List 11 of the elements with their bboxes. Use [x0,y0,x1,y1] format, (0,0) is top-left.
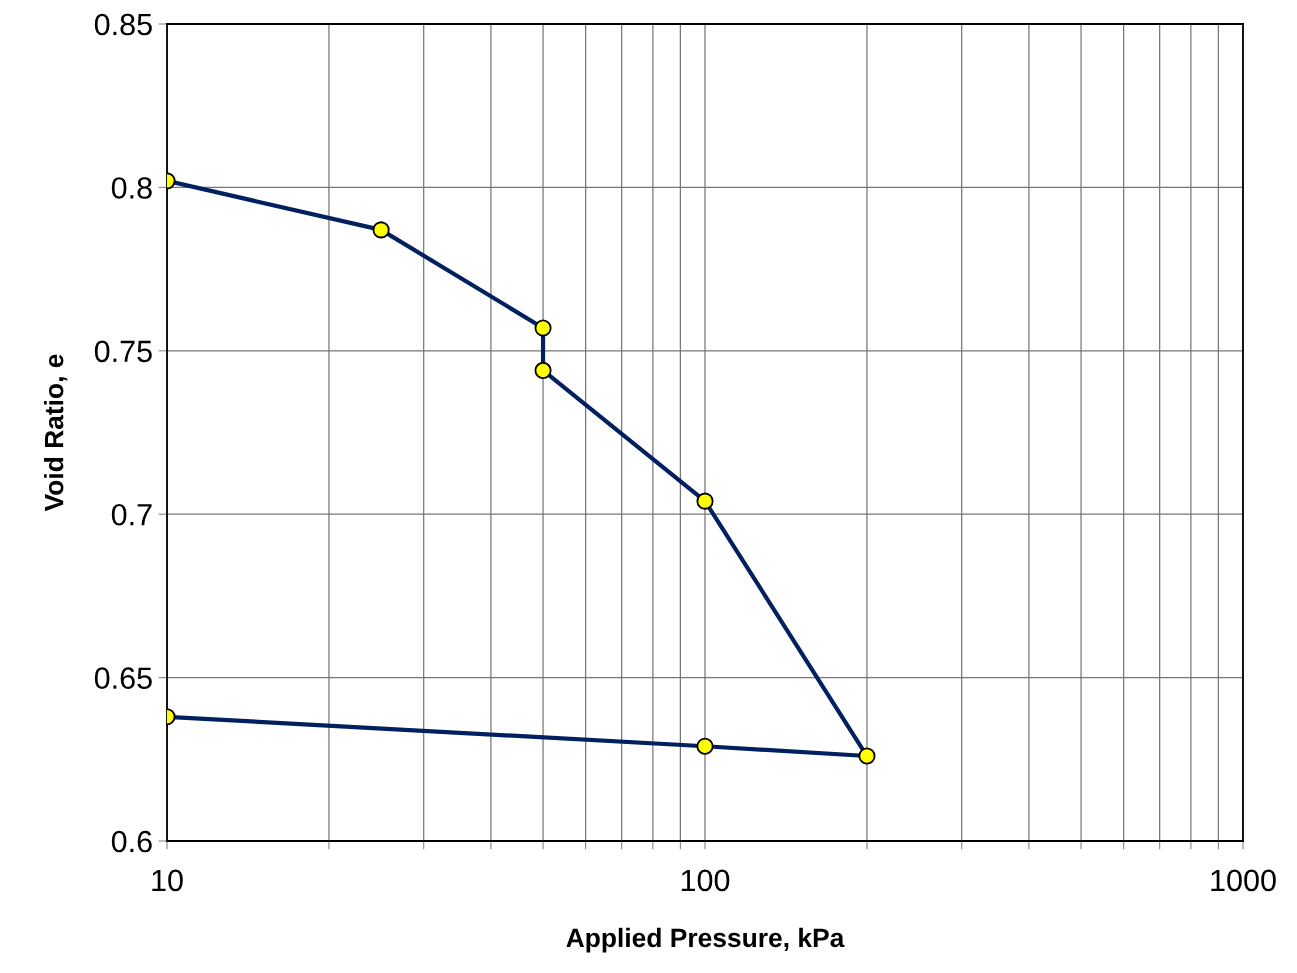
y-tick-label: 0.8 [111,177,152,199]
x-axis-title: Applied Pressure, kPa [566,927,845,953]
x-tick-label: 10 [152,869,183,892]
y-axis-title: Void Ratio, e [44,354,68,512]
y-tick-label: 0.85 [94,13,152,36]
y-tick-label: 0.6 [111,830,152,853]
y-tick-label: 0.7 [111,503,152,526]
x-tick-label: 1000 [1211,869,1276,892]
y-tick-label: 0.75 [94,340,152,363]
x-tick-label: 100 [681,869,730,892]
y-tick-label: 0.65 [94,667,152,689]
